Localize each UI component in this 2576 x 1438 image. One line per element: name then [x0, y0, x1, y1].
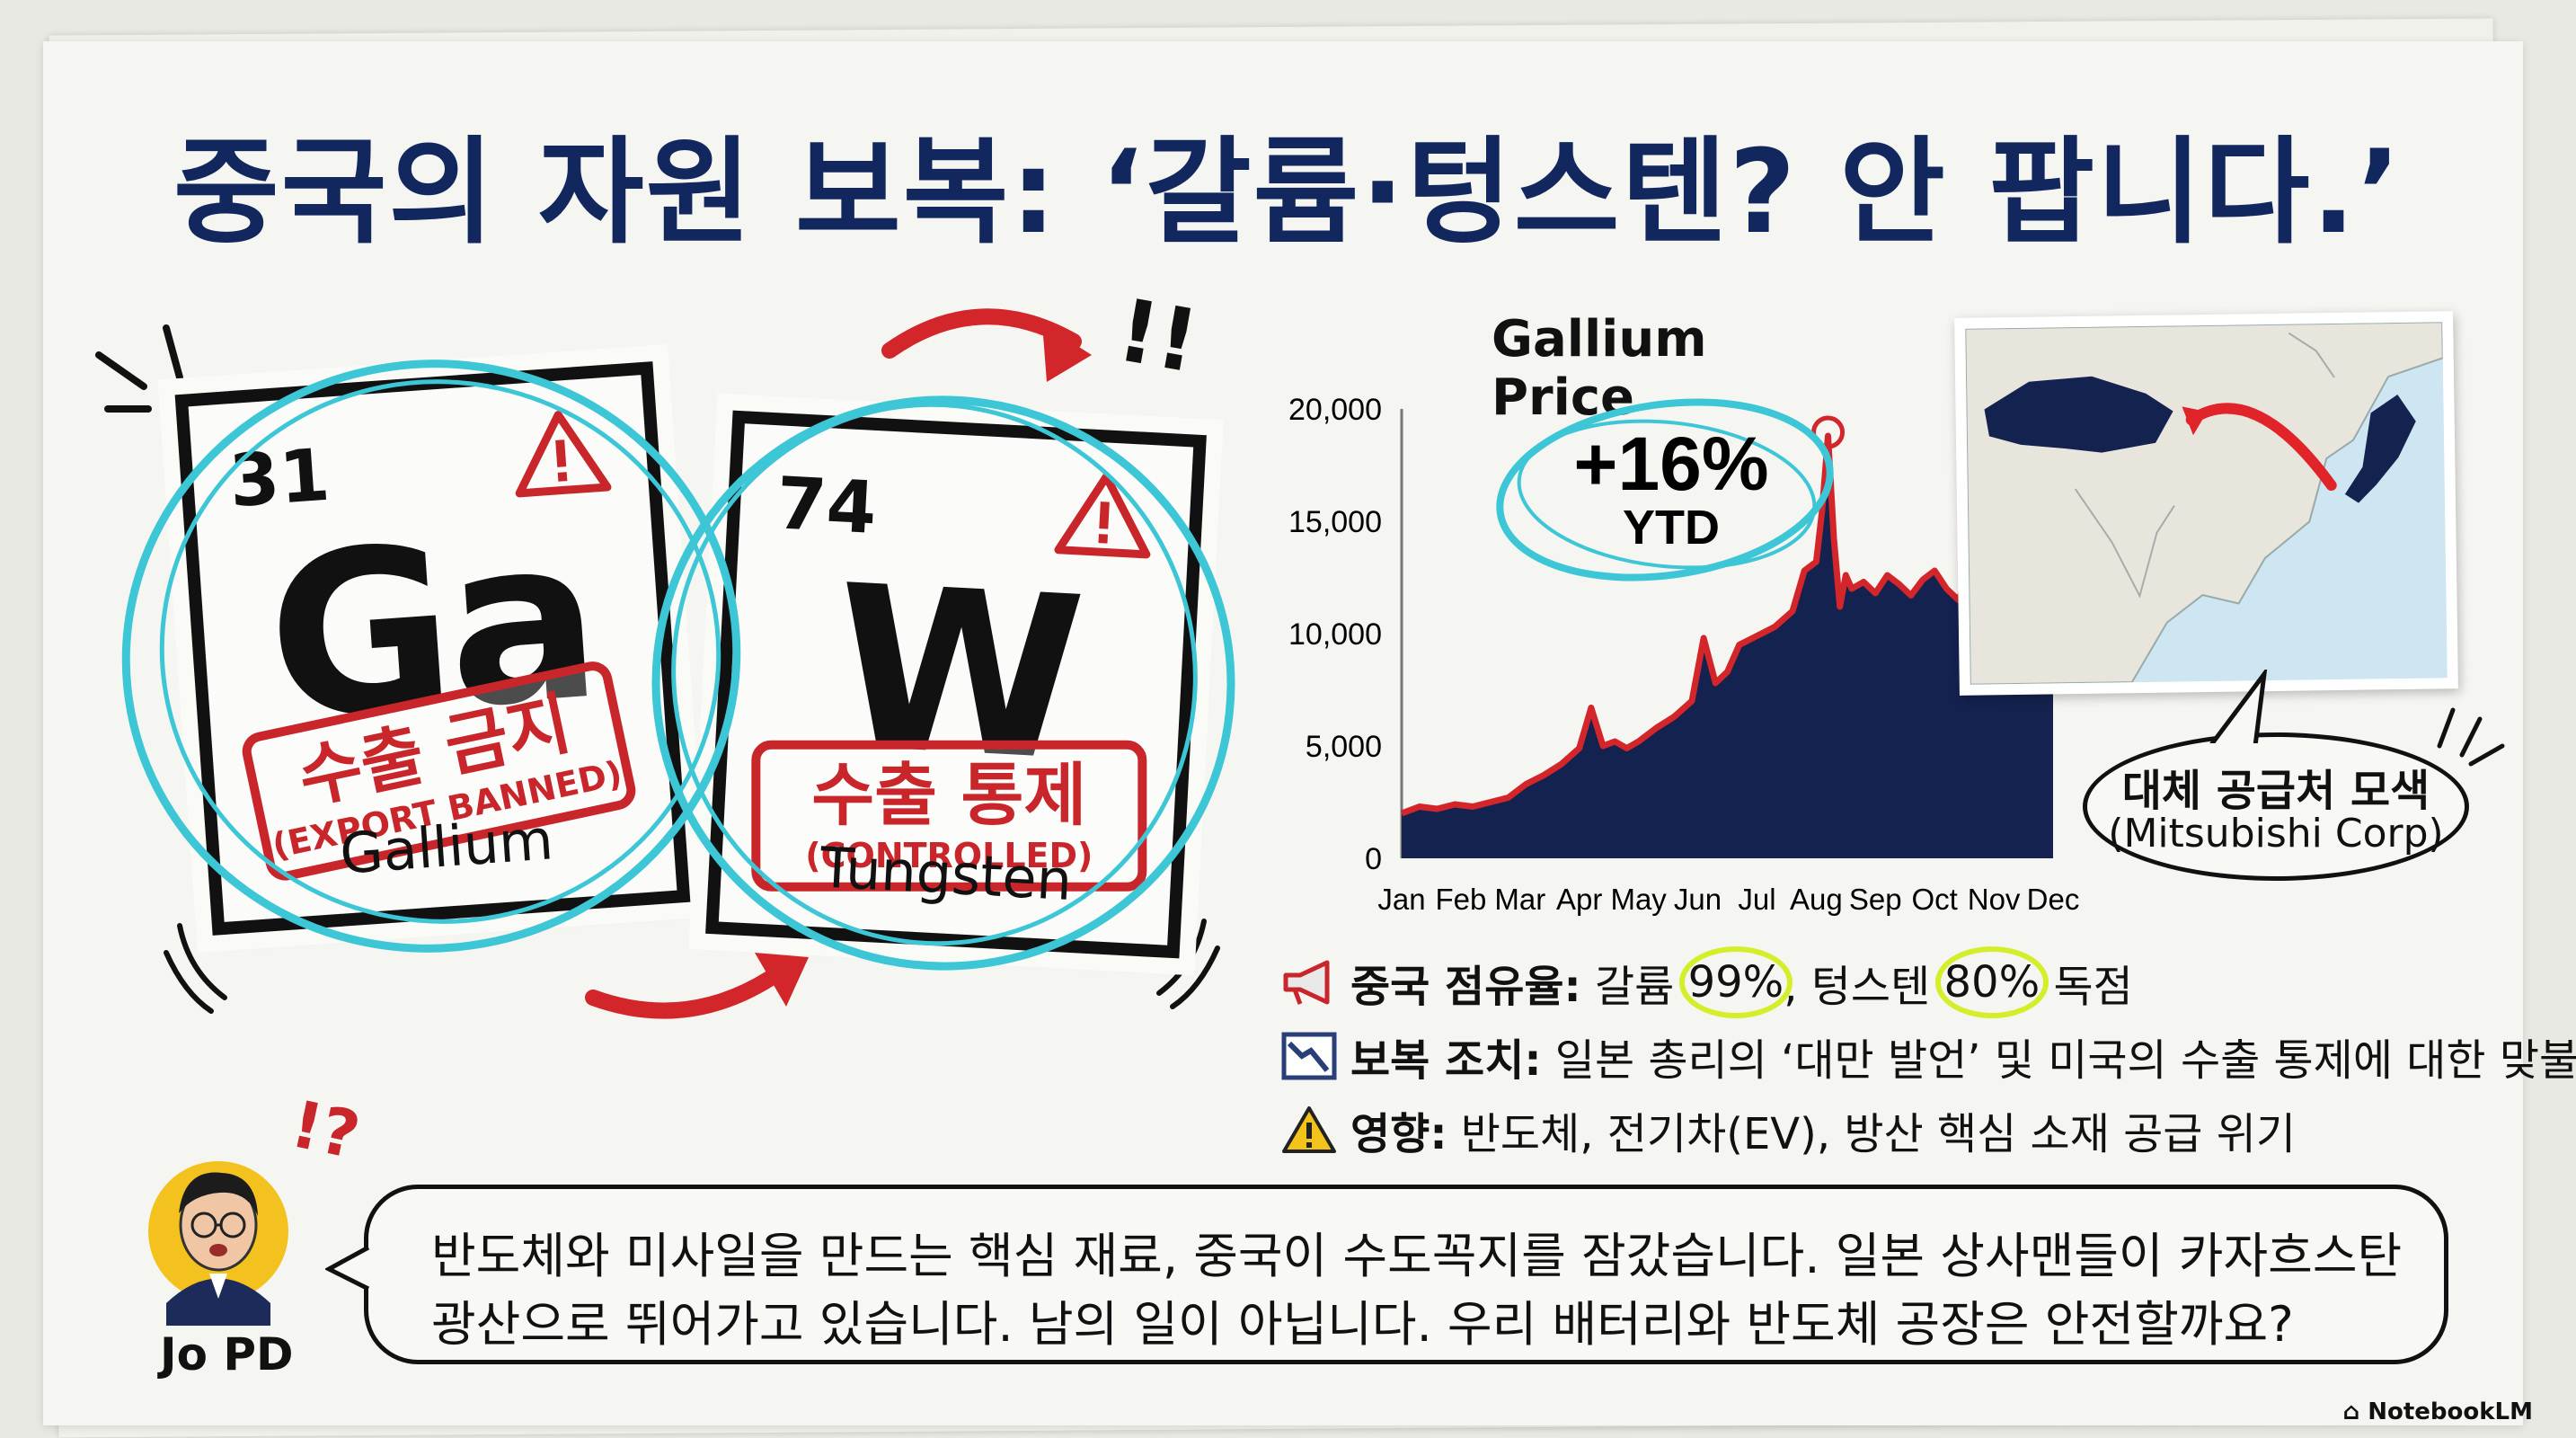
chart-title: Gallium Price: [1492, 310, 1707, 427]
gallium-price-chart: 20,000 15,000 10,000 5,000 0 Jan Feb Mar Apr May…: [1288, 393, 2080, 916]
fact-retaliation: 보복 조치: 일본 총리의 ‘대만 발언’ 및 미국의 수출 통제에 대한 맞불: [1280, 1025, 2576, 1087]
fact-label: 영향:: [1350, 1109, 1447, 1159]
supplier-callout: 대체 공급처 모색 (Mitsubishi Corp): [2083, 732, 2469, 881]
warning-icon: [1282, 1106, 1336, 1153]
fact-text: 갈륨: [1580, 962, 1688, 1012]
chart-down-icon: [1281, 1032, 1337, 1080]
fact-text: 반도체, 전기차(EV), 방산 핵심 소재 공급 위기: [1447, 1109, 2297, 1159]
callout-line1: 대체 공급처 모색: [2121, 766, 2430, 816]
footer-brand: ⌂ NotebookLM: [2343, 1398, 2533, 1425]
motion-lines-icon: [164, 923, 227, 1014]
page-title: 중국의 자원 보복: ‘갈륨·텅스텐? 안 팝니다.’: [173, 126, 2403, 260]
gallium-element-card: 31 Ga 수출 금지 (EXPORT BANNED) Gallium: [174, 361, 691, 936]
fact-label: 중국 점유율:: [1350, 962, 1581, 1012]
x-tick-label: Mar: [1494, 883, 1545, 916]
x-tick-label: Dec: [2027, 883, 2080, 916]
x-tick-label: Jun: [1674, 883, 1722, 916]
x-tick-label: Oct: [1912, 883, 1958, 916]
kazakhstan-shape: [1984, 376, 2173, 453]
highlight-99: 99%: [1678, 946, 1793, 1018]
y-tick-label: 5,000: [1306, 730, 1382, 764]
highlight-circles: [121, 360, 1235, 971]
x-tick-label: Nov: [1968, 883, 2021, 916]
map-photo: [1954, 311, 2458, 696]
x-tick-label: Feb: [1435, 883, 1486, 916]
peak-marker: [1811, 415, 1846, 449]
y-tick-label: 0: [1365, 842, 1382, 876]
speech-line1: 반도체와 미사일을 만드는 핵심 재료, 중국이 수도꼭지를 잠갔습니다. 일본…: [431, 1228, 2403, 1284]
fact-text: 일본 총리의 ‘대만 발언’ 및 미국의 수출 통제에 대한 맞불: [1541, 1035, 2576, 1086]
tungsten-element-card: 74 W 수출 통제 (CONTROLLED) Tungsten: [705, 410, 1207, 959]
y-tick-label: 20,000: [1288, 393, 1382, 427]
callout-line2: (Mitsubishi Corp): [2108, 811, 2444, 857]
asia-map: [1965, 322, 2444, 685]
price-line: [1400, 432, 2054, 817]
speech-bubble: 반도체와 미사일을 만드는 핵심 재료, 중국이 수도꼭지를 잠갔습니다. 일본…: [364, 1185, 2448, 1364]
red-arrow-icon-2: [585, 953, 809, 1019]
fact-label: 보복 조치:: [1350, 1035, 1542, 1086]
presenter-name: Jo PD: [160, 1328, 294, 1380]
price-area: [1402, 436, 2053, 858]
y-tick-label: 10,000: [1288, 617, 1382, 652]
megaphone-icon: [1283, 960, 1330, 1005]
fact-text: 독점: [2040, 962, 2133, 1012]
highlight-80: 80%: [1934, 946, 2049, 1018]
motion-lines-icon-2: [1156, 919, 1220, 1009]
x-tick-label: Sep: [1849, 883, 1902, 916]
emphasis-lines-icon-3: [2437, 707, 2505, 767]
footer-text: NotebookLM: [2368, 1398, 2533, 1425]
warning-icon: [515, 411, 612, 498]
x-tick-label: Apr: [1556, 883, 1602, 916]
notebook-icon: ⌂: [2342, 1398, 2368, 1425]
x-tick-label: May: [1610, 883, 1667, 916]
fact-impact: 영향: 반도체, 전기차(EV), 방산 핵심 소재 공급 위기: [1280, 1098, 2296, 1161]
callout-tail: [2206, 670, 2269, 750]
ytd-value: +16%: [1573, 422, 1768, 506]
presenter-avatar: [148, 1161, 288, 1326]
x-tick-label: Jul: [1738, 883, 1775, 916]
fact-market-share: 중국 점유율: 갈륨 99% , 텅스텐 80% 독점: [1280, 946, 2133, 1018]
emphasis-lines-icon: [95, 324, 183, 413]
x-tick-label: Aug: [1790, 883, 1843, 916]
speech-tail: [325, 1245, 370, 1292]
x-tick-label: Jan: [1377, 883, 1425, 916]
red-arrow-icon: [881, 308, 1092, 382]
speech-line2: 광산으로 뛰어가고 있습니다. 남의 일이 아닙니다. 우리 배터리와 반도체 …: [431, 1296, 2294, 1353]
fact-text: , 텅스텐: [1784, 962, 1944, 1012]
warning-icon: [1054, 472, 1151, 559]
ytd-label: YTD: [1623, 501, 1720, 555]
y-tick-label: 15,000: [1288, 505, 1382, 539]
japan-shape: [2344, 395, 2416, 503]
